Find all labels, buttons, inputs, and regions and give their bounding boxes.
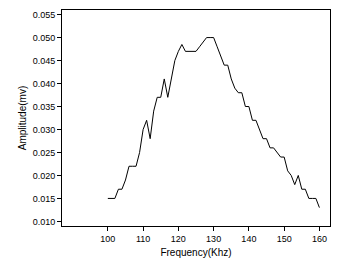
svg-text:0.050: 0.050 xyxy=(33,33,56,43)
svg-text:0.010: 0.010 xyxy=(33,217,56,227)
svg-text:120: 120 xyxy=(171,234,186,244)
svg-text:0.025: 0.025 xyxy=(33,148,56,158)
svg-text:0.015: 0.015 xyxy=(33,194,56,204)
svg-text:0.035: 0.035 xyxy=(33,102,56,112)
svg-text:0.030: 0.030 xyxy=(33,125,56,135)
svg-text:140: 140 xyxy=(241,234,256,244)
svg-text:150: 150 xyxy=(277,234,292,244)
svg-text:110: 110 xyxy=(136,234,150,244)
svg-text:0.055: 0.055 xyxy=(33,10,56,20)
svg-text:0.045: 0.045 xyxy=(33,56,56,66)
svg-text:130: 130 xyxy=(206,234,221,244)
svg-text:100: 100 xyxy=(100,234,115,244)
svg-text:0.020: 0.020 xyxy=(33,171,56,181)
svg-text:Amplitude(mv): Amplitude(mv) xyxy=(17,86,28,150)
svg-text:Frequency(Khz): Frequency(Khz) xyxy=(160,247,231,258)
svg-text:0.040: 0.040 xyxy=(33,79,56,89)
svg-text:160: 160 xyxy=(312,234,327,244)
